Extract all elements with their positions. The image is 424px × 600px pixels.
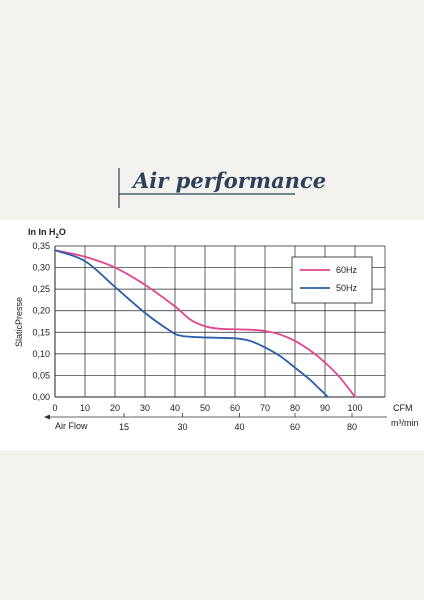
m3-tick-label: 40 bbox=[234, 422, 244, 432]
legend-label-50hz: 50Hz bbox=[336, 283, 358, 293]
page-title: Air performance bbox=[131, 168, 326, 193]
y-ticks: 0,00 0,05 0,10 0,15 0,20 0,25 0,30 0,35 bbox=[32, 241, 50, 402]
airflow-label: Air Flow bbox=[55, 421, 88, 431]
x-tick-label: 20 bbox=[110, 403, 120, 413]
series-line-60hz bbox=[54, 249, 356, 398]
legend-box bbox=[291, 256, 373, 304]
x-ticks: 0 10 20 30 40 50 60 70 80 90 100 bbox=[52, 403, 362, 413]
x-axis-title-m3: m³/min bbox=[391, 418, 419, 428]
series bbox=[54, 249, 356, 398]
legend-label-60hz: 60Hz bbox=[336, 265, 358, 275]
y-unit-label: In In H2O bbox=[28, 227, 66, 240]
y-tick-label: 0,35 bbox=[32, 241, 50, 251]
x-tick-label: 0 bbox=[52, 403, 57, 413]
x-tick-label: 60 bbox=[230, 403, 240, 413]
m3-tick-label: 15 bbox=[119, 422, 129, 432]
y-tick-label: 0,10 bbox=[32, 349, 50, 359]
y-tick-label: 0,20 bbox=[32, 306, 50, 316]
y-tick-label: 0,00 bbox=[32, 392, 50, 402]
legend: 60Hz 50Hz bbox=[291, 256, 373, 304]
x-tick-label: 40 bbox=[170, 403, 180, 413]
grid bbox=[54, 245, 386, 398]
m3-ticks: 15 30 40 60 80 bbox=[119, 413, 357, 432]
x-tick-label: 30 bbox=[140, 403, 150, 413]
y-tick-label: 0,05 bbox=[32, 370, 50, 380]
airflow-arrow-icon bbox=[44, 414, 50, 420]
x-tick-label: 70 bbox=[260, 403, 270, 413]
x-tick-label: 80 bbox=[290, 403, 300, 413]
m3-tick-label: 30 bbox=[177, 422, 187, 432]
y-axis-title: SlaticPresse bbox=[14, 297, 24, 347]
series-line-50hz bbox=[54, 249, 329, 398]
y-tick-label: 0,25 bbox=[32, 284, 50, 294]
x-tick-label: 100 bbox=[347, 403, 362, 413]
x-tick-label: 50 bbox=[200, 403, 210, 413]
x-tick-label: 90 bbox=[320, 403, 330, 413]
y-tick-label: 0,30 bbox=[32, 263, 50, 273]
x-axis-title-cfm: CFM bbox=[393, 403, 413, 413]
y-tick-label: 0,15 bbox=[32, 327, 50, 337]
m3-tick-label: 80 bbox=[347, 422, 357, 432]
m3-tick-label: 60 bbox=[290, 422, 300, 432]
chart-panel bbox=[0, 220, 424, 450]
x-tick-label: 10 bbox=[80, 403, 90, 413]
